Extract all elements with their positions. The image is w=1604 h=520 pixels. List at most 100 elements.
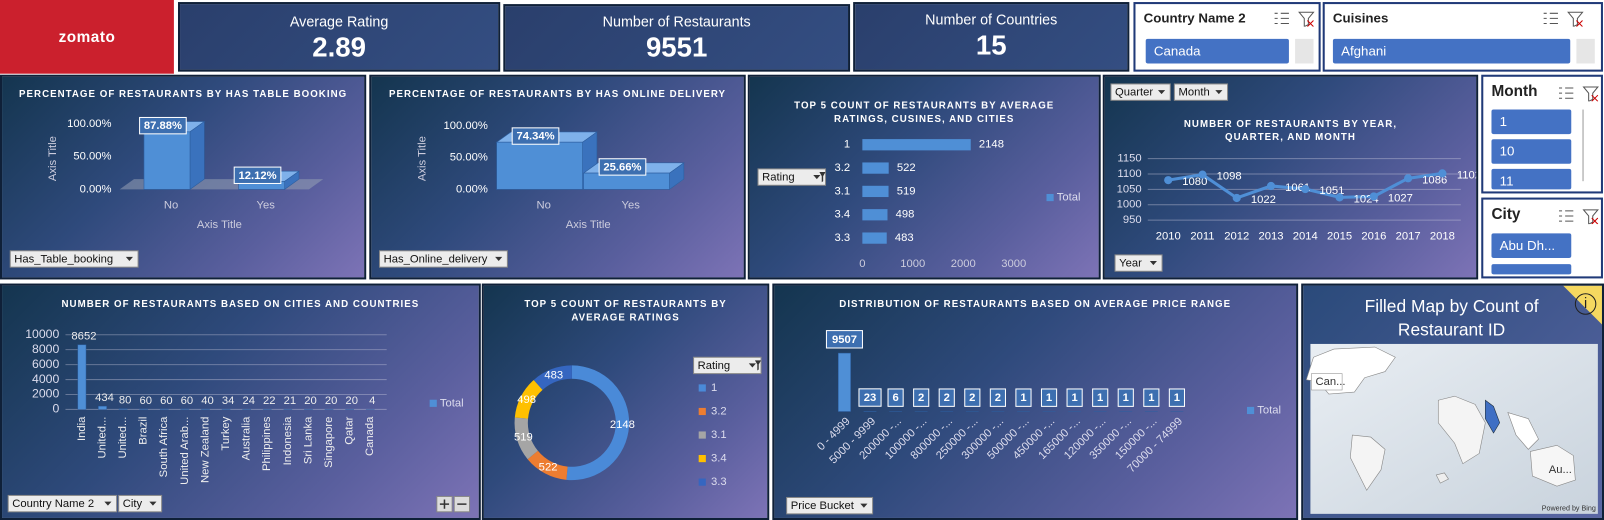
field-button[interactable] <box>1110 83 1171 101</box>
field-button[interactable] <box>757 168 827 186</box>
x-tick-label: Brazil <box>138 417 150 445</box>
slicer-item[interactable]: 1 <box>1491 109 1572 135</box>
dropdown-arrow <box>860 503 868 508</box>
dropdown-arrow <box>1215 90 1223 95</box>
data-label: 498 <box>896 209 915 221</box>
legend-label: 3.4 <box>711 453 727 465</box>
data-label: 34 <box>222 395 235 407</box>
field-button[interactable] <box>7 494 118 513</box>
y-tick-label: 3.3 <box>834 232 850 244</box>
kpi-label: Number of Restaurants <box>602 13 751 30</box>
field-button[interactable] <box>1173 83 1229 101</box>
slicer-item[interactable]: Canada <box>1145 38 1289 64</box>
data-label: 2148 <box>610 419 635 431</box>
filter-icon <box>819 171 826 183</box>
y-tick-label: 1150 <box>1117 153 1141 165</box>
x-tick-label: 2011 <box>1190 230 1214 242</box>
slicer-item[interactable]: 10 <box>1491 139 1572 164</box>
map-label: Au... <box>1549 464 1572 476</box>
y-tick-label: 100.00% <box>444 120 488 132</box>
slicer-icons[interactable] <box>1542 10 1587 27</box>
data-label: 522 <box>897 162 916 174</box>
data-label-box <box>938 388 955 407</box>
x-tick-label: 2017 <box>1396 230 1421 242</box>
scrollbar[interactable] <box>1582 109 1584 182</box>
x-tick-label: 2000 <box>951 258 976 270</box>
data-label: 9507 <box>832 334 857 346</box>
kpi-value: 15 <box>975 29 1007 61</box>
field-button-label: Month <box>1178 87 1209 99</box>
chart-title: NUMBER OF RESTAURANTS BY YEAR, QUARTER, … <box>1183 118 1398 144</box>
data-label-box <box>964 388 981 407</box>
field-button[interactable] <box>693 356 762 375</box>
x-tick-label: Australia <box>241 416 253 461</box>
field-button-label: Rating <box>698 360 731 372</box>
data-label: 2 <box>969 392 975 404</box>
data-label-box <box>989 388 1006 407</box>
y-tick-label: 1000 <box>1117 199 1142 211</box>
slicer-icons[interactable] <box>1557 208 1602 225</box>
y-tick-label: 0.00% <box>80 183 112 195</box>
map[interactable]: i Can... Au... Powered by Bing <box>1303 285 1604 520</box>
chart: 0 1000 2000 3000 2148 1 522 3.2 519 3.1 498 3.4 483 3… <box>757 139 1080 270</box>
data-label: 1 <box>1071 392 1077 404</box>
donut-segment <box>527 450 568 480</box>
x-tick-label: Yes <box>257 200 276 212</box>
data-label: 24 <box>242 395 255 407</box>
slicer-item[interactable]: 11 <box>1491 168 1572 190</box>
data-label-box <box>887 388 904 407</box>
data-label: 40 <box>201 395 214 407</box>
legend-swatch <box>698 478 706 486</box>
land <box>1530 444 1576 487</box>
slicer-item[interactable]: Abu Dh... <box>1491 233 1572 258</box>
data-label: 2148 <box>979 139 1004 151</box>
field-button[interactable] <box>118 494 163 513</box>
slicer[interactable]: Month 1 10 11 <box>1481 74 1603 194</box>
kpi-card: Average Rating 2.89 <box>177 2 501 72</box>
legend-label: 3.1 <box>711 429 727 441</box>
field-button[interactable] <box>379 250 508 268</box>
point <box>1404 174 1413 183</box>
data-label-box <box>858 388 882 407</box>
bar <box>118 408 128 410</box>
data-label: 60 <box>139 395 152 407</box>
y-tick-label: 0 <box>53 402 60 416</box>
legend-swatch <box>698 407 706 416</box>
zoom-glyph <box>439 499 467 509</box>
slicer-icons[interactable] <box>1557 85 1602 102</box>
slicer[interactable]: Country Name 2 Canada <box>1133 2 1321 72</box>
info-icon[interactable] <box>1574 293 1597 315</box>
data-label-box <box>913 388 930 407</box>
y-tick-label: 1100 <box>1117 168 1141 180</box>
slicer-item[interactable]: Afghani <box>1332 38 1571 64</box>
land <box>1435 472 1449 484</box>
x-tick-label: India <box>76 416 88 441</box>
x-tick-label: United... <box>117 417 129 459</box>
x-tick-label: 1000 <box>900 258 925 270</box>
slicer-icons[interactable] <box>1273 10 1318 27</box>
data-label: 498 <box>517 394 536 406</box>
data-label: 6 <box>892 392 898 404</box>
chart: 950 1000 1050 1100 1150 2010 1080 2011 1098 2012 1… <box>1110 83 1476 272</box>
dropdown-arrow <box>748 363 756 368</box>
field-button[interactable] <box>9 250 139 268</box>
slicer-item-partial[interactable] <box>1491 264 1572 275</box>
data-label-box <box>1015 388 1032 407</box>
x-tick-label: New Zealand <box>199 417 211 483</box>
x-tick-label: 2014 <box>1293 230 1318 242</box>
kpi-label: Number of Countries <box>925 11 1058 28</box>
data-label: 21 <box>284 395 297 407</box>
x-tick-label: Philippines <box>261 416 273 471</box>
field-button[interactable] <box>786 496 874 515</box>
kpi-value: 2.89 <box>312 31 366 63</box>
kpi-card: Number of Restaurants 9551 <box>503 4 851 72</box>
slicer[interactable]: Cuisines Afghani <box>1322 2 1603 72</box>
chart-panel: 950 1000 1050 1100 1150 2010 1080 2011 1098 2012 1… <box>1102 74 1479 280</box>
land <box>1437 395 1486 465</box>
field-button[interactable] <box>1114 254 1163 272</box>
data-label: 74.34% <box>516 131 554 143</box>
chart-panel: 9507 0 - 4999 23 5000 - 9999 6 200000 -... 2 10… <box>772 283 1299 520</box>
slicer[interactable]: City Abu Dh... <box>1481 197 1603 279</box>
